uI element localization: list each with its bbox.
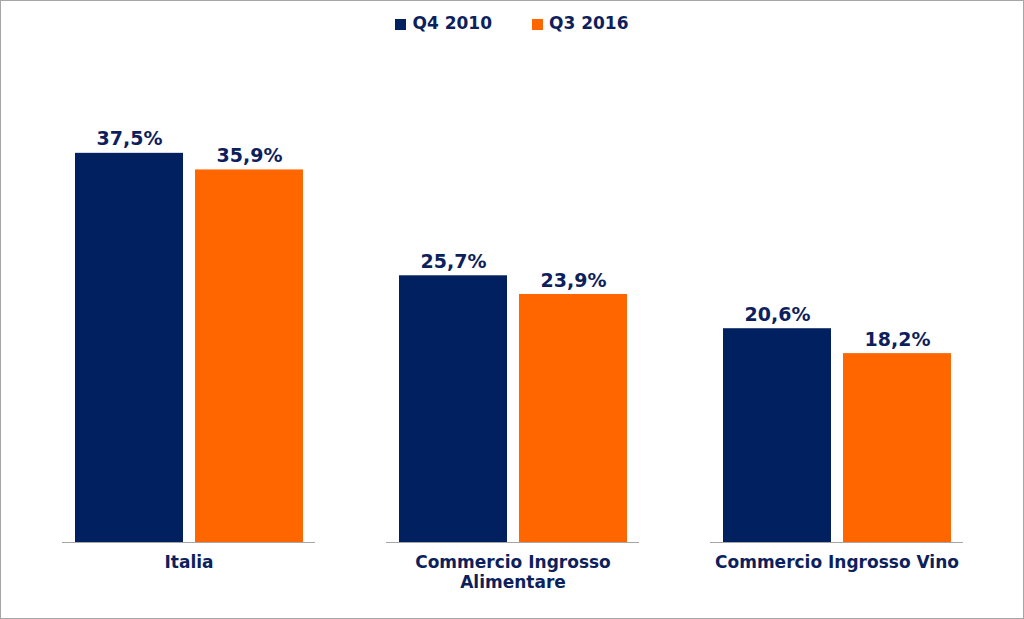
svg-text:23,9%: 23,9%: [541, 269, 607, 291]
svg-text:Italia: Italia: [164, 552, 213, 572]
svg-text:18,2%: 18,2%: [865, 328, 931, 350]
svg-text:20,6%: 20,6%: [745, 303, 811, 325]
svg-text:25,7%: 25,7%: [421, 250, 487, 272]
svg-text:Commercio Ingrosso Vino: Commercio Ingrosso Vino: [715, 552, 959, 572]
svg-text:37,5%: 37,5%: [97, 127, 163, 149]
svg-text:Commercio IngrossoAlimentare: Commercio IngrossoAlimentare: [415, 552, 611, 592]
svg-text:35,9%: 35,9%: [217, 144, 283, 166]
html-text:Q3 2016: Q3 2016: [549, 13, 629, 33]
html-text:Q4 2010: Q4 2010: [412, 13, 492, 33]
